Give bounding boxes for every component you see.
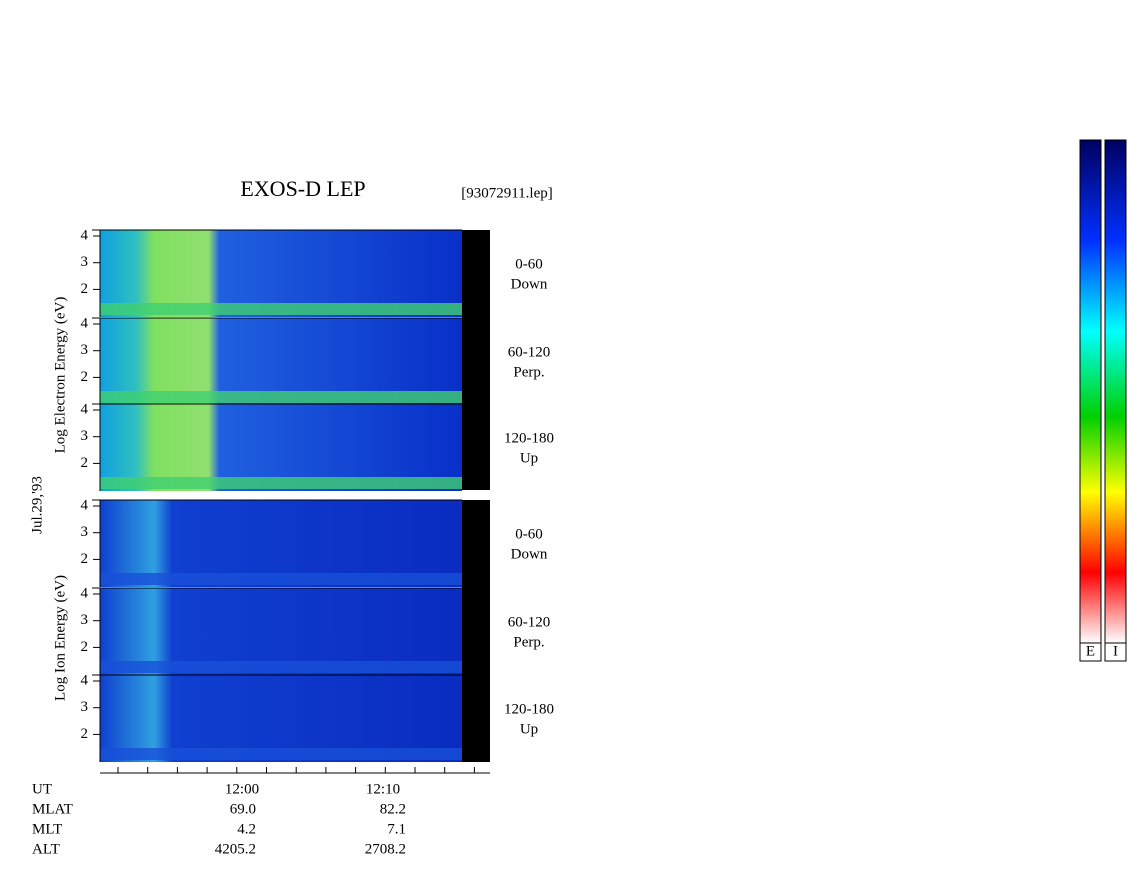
energy-tick-label: 4	[81, 227, 89, 243]
energy-tick-label: 3	[81, 612, 89, 628]
low-energy-band	[100, 391, 462, 403]
energy-tick-label: 2	[81, 281, 89, 297]
low-energy-band	[100, 303, 462, 315]
file-name: [93072911.lep]	[461, 185, 553, 201]
ion-axis-label: Log Ion Energy (eV)	[52, 575, 68, 701]
energy-tick-label: 4	[81, 401, 89, 417]
energy-tick-label: 4	[81, 315, 89, 331]
footer-value: 4205.2	[215, 841, 256, 857]
colorbar-label-box	[1104, 642, 1127, 662]
spectrogram	[100, 588, 462, 675]
energy-tick-label: 4	[81, 672, 89, 688]
spectrogram	[100, 675, 462, 762]
energy-tick-label: 2	[81, 726, 89, 742]
panel-sublabel: Perp.	[513, 364, 544, 380]
colorbar	[1104, 139, 1127, 644]
electron-axis-label: Log Electron Energy (eV)	[52, 297, 68, 454]
energy-tick-label: 3	[81, 254, 89, 270]
energy-tick-label: 2	[81, 639, 89, 655]
footer-value: 69.0	[230, 801, 256, 817]
energy-tick-label: 2	[81, 551, 89, 567]
panel-label: 0-60	[515, 526, 543, 542]
date: Jul.29,'93	[29, 476, 45, 534]
panel-label: 0-60	[515, 256, 543, 272]
panel-label: 120-180	[504, 701, 554, 717]
energy-tick-label: 4	[81, 585, 89, 601]
panel-sublabel: Down	[511, 276, 548, 292]
panel-label: 120-180	[504, 430, 554, 446]
energy-tick-label: 3	[81, 428, 89, 444]
spectrogram	[100, 404, 462, 491]
no-data	[462, 500, 490, 762]
time-tick-label: 12:00	[225, 781, 259, 797]
energy-tick-label: 4	[81, 497, 89, 513]
spectrogram	[100, 230, 462, 317]
title: EXOS-D LEP	[240, 176, 365, 201]
colorbar-label-box	[1079, 642, 1102, 662]
footer-value: 4.2	[237, 821, 256, 837]
footer-name: MLT	[32, 821, 62, 837]
footer-value: 7.1	[387, 821, 406, 837]
panel-sublabel: Up	[520, 721, 538, 737]
low-energy-band	[100, 573, 462, 585]
footer-name: ALT	[32, 841, 60, 857]
no-data	[462, 230, 490, 490]
colorbar-label: E	[1086, 643, 1095, 659]
colorbar	[1079, 139, 1102, 644]
footer-value: 2708.2	[365, 841, 406, 857]
low-energy-band	[100, 748, 462, 760]
energy-tick-label: 3	[81, 699, 89, 715]
footer-value: 82.2	[380, 801, 406, 817]
time-tick-label: 12:10	[366, 781, 400, 797]
low-energy-band	[100, 661, 462, 673]
energy-tick-label: 3	[81, 524, 89, 540]
footer-name: UT	[32, 781, 52, 797]
spectrogram	[100, 318, 462, 405]
energy-tick-label: 2	[81, 369, 89, 385]
panel-sublabel: Perp.	[513, 634, 544, 650]
spectrogram	[100, 500, 462, 587]
colorbar-label: I	[1113, 643, 1118, 659]
energy-tick-label: 2	[81, 455, 89, 471]
panel-label: 60-120	[508, 614, 551, 630]
footer-name: MLAT	[32, 801, 73, 817]
panel-sublabel: Down	[511, 546, 548, 562]
panel-sublabel: Up	[520, 450, 538, 466]
energy-tick-label: 3	[81, 342, 89, 358]
low-energy-band	[100, 477, 462, 489]
panel-label: 60-120	[508, 344, 551, 360]
